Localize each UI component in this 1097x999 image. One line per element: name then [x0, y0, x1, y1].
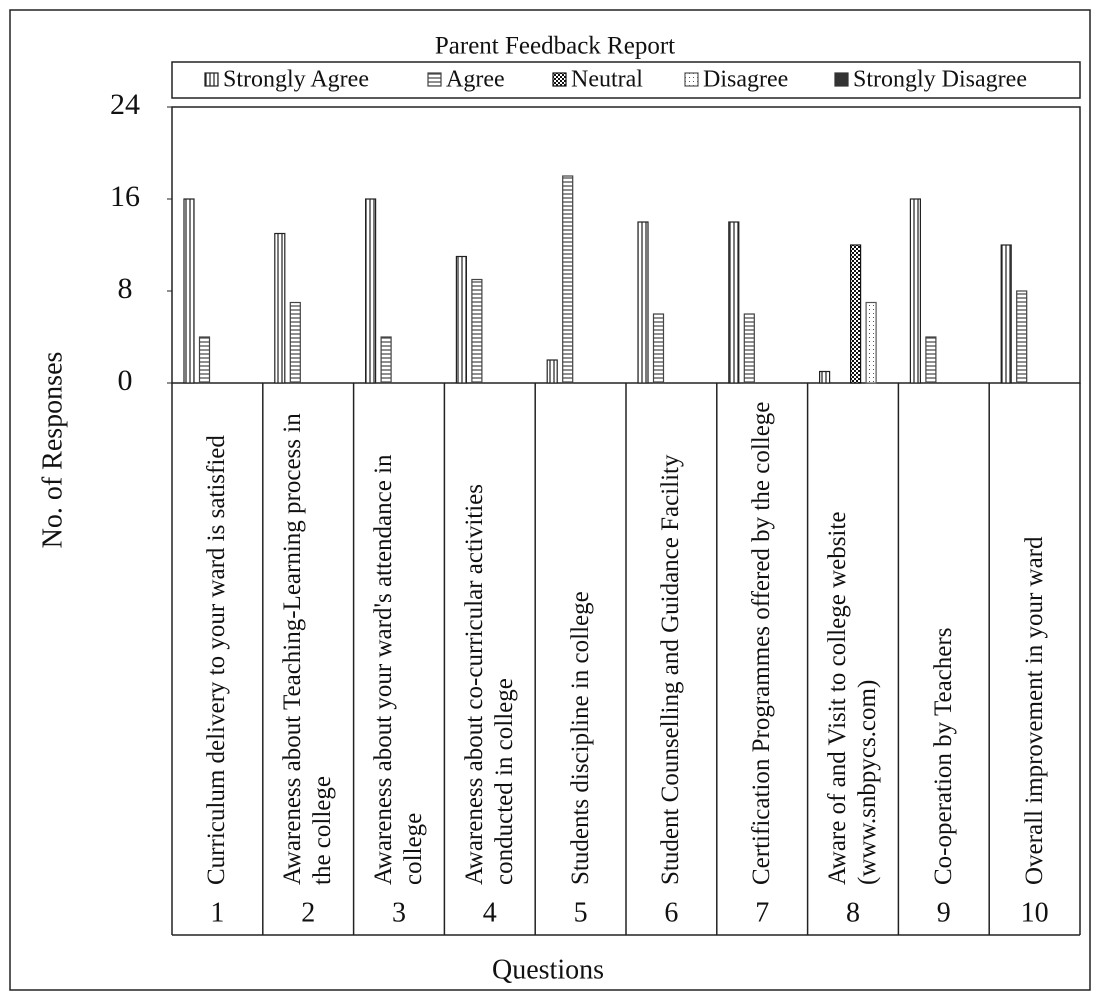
bar — [1016, 290, 1028, 384]
bar — [455, 255, 467, 384]
legend-swatch — [552, 72, 567, 87]
legend-label: Neutral — [571, 67, 643, 93]
question-number: 4 — [483, 897, 497, 928]
category-label: Overall improvement in your ward — [1020, 536, 1048, 885]
y-tick-label: 0 — [118, 364, 133, 397]
y-tick-label: 8 — [118, 272, 133, 305]
bar — [1000, 244, 1012, 384]
legend-label: Strongly Disagree — [853, 67, 1027, 93]
x-axis-label: Questions — [492, 954, 604, 985]
question-number: 5 — [574, 897, 588, 928]
question-number: 10 — [1021, 897, 1049, 928]
bar — [183, 198, 195, 384]
question-number: 8 — [846, 897, 860, 928]
legend-swatch — [427, 72, 442, 87]
bar — [546, 359, 558, 384]
category-label: Awareness about your ward's attendance i… — [370, 454, 427, 885]
outer-border — [9, 9, 1091, 991]
bar — [743, 313, 755, 384]
y-axis-label: No. of Responses — [37, 352, 68, 549]
category-label: Awareness about co-curricular activities… — [460, 483, 518, 885]
y-tick-label: 16 — [110, 180, 140, 213]
bar — [818, 370, 831, 384]
question-number: 3 — [392, 897, 406, 928]
bar — [652, 313, 665, 384]
plot-border — [171, 106, 1081, 384]
bar — [849, 244, 862, 384]
question-number: 9 — [937, 897, 951, 928]
question-number: 7 — [755, 897, 769, 928]
bar — [198, 336, 211, 384]
category-label: Co-operation by Teachers — [929, 627, 957, 885]
question-number: 2 — [301, 897, 315, 928]
bar — [909, 198, 922, 384]
category-label: Awareness about Teaching-Learning proces… — [279, 413, 337, 885]
bar — [380, 336, 392, 384]
bar — [365, 198, 377, 384]
legend-label: Disagree — [703, 67, 788, 93]
question-number: 1 — [210, 897, 224, 928]
legend-label: Agree — [446, 67, 505, 93]
legend-label: Strongly Agree — [223, 67, 369, 93]
bar — [274, 232, 286, 384]
question-number: 6 — [664, 897, 678, 928]
bar — [637, 221, 649, 384]
legend-swatch — [204, 72, 219, 87]
category-label: Student Counselling and Guidance Facilit… — [657, 454, 685, 886]
bar — [925, 336, 937, 384]
legend-swatch — [834, 72, 849, 87]
bar — [865, 301, 877, 384]
category-label: Aware of and Visit to college website (w… — [824, 511, 881, 885]
category-label: Students discipline in college — [566, 591, 594, 885]
legend-swatch — [684, 72, 699, 87]
y-tick-label: 24 — [110, 88, 140, 121]
category-label: Certification Programmes offered by the … — [748, 401, 776, 885]
bar — [562, 175, 574, 384]
legend-box — [171, 61, 1081, 99]
chart-title: Parent Feedback Report — [435, 33, 675, 60]
bar — [471, 278, 483, 384]
bar — [289, 301, 301, 384]
bar — [728, 221, 740, 384]
category-label: Curriculum delivery to your ward is sati… — [203, 435, 231, 885]
